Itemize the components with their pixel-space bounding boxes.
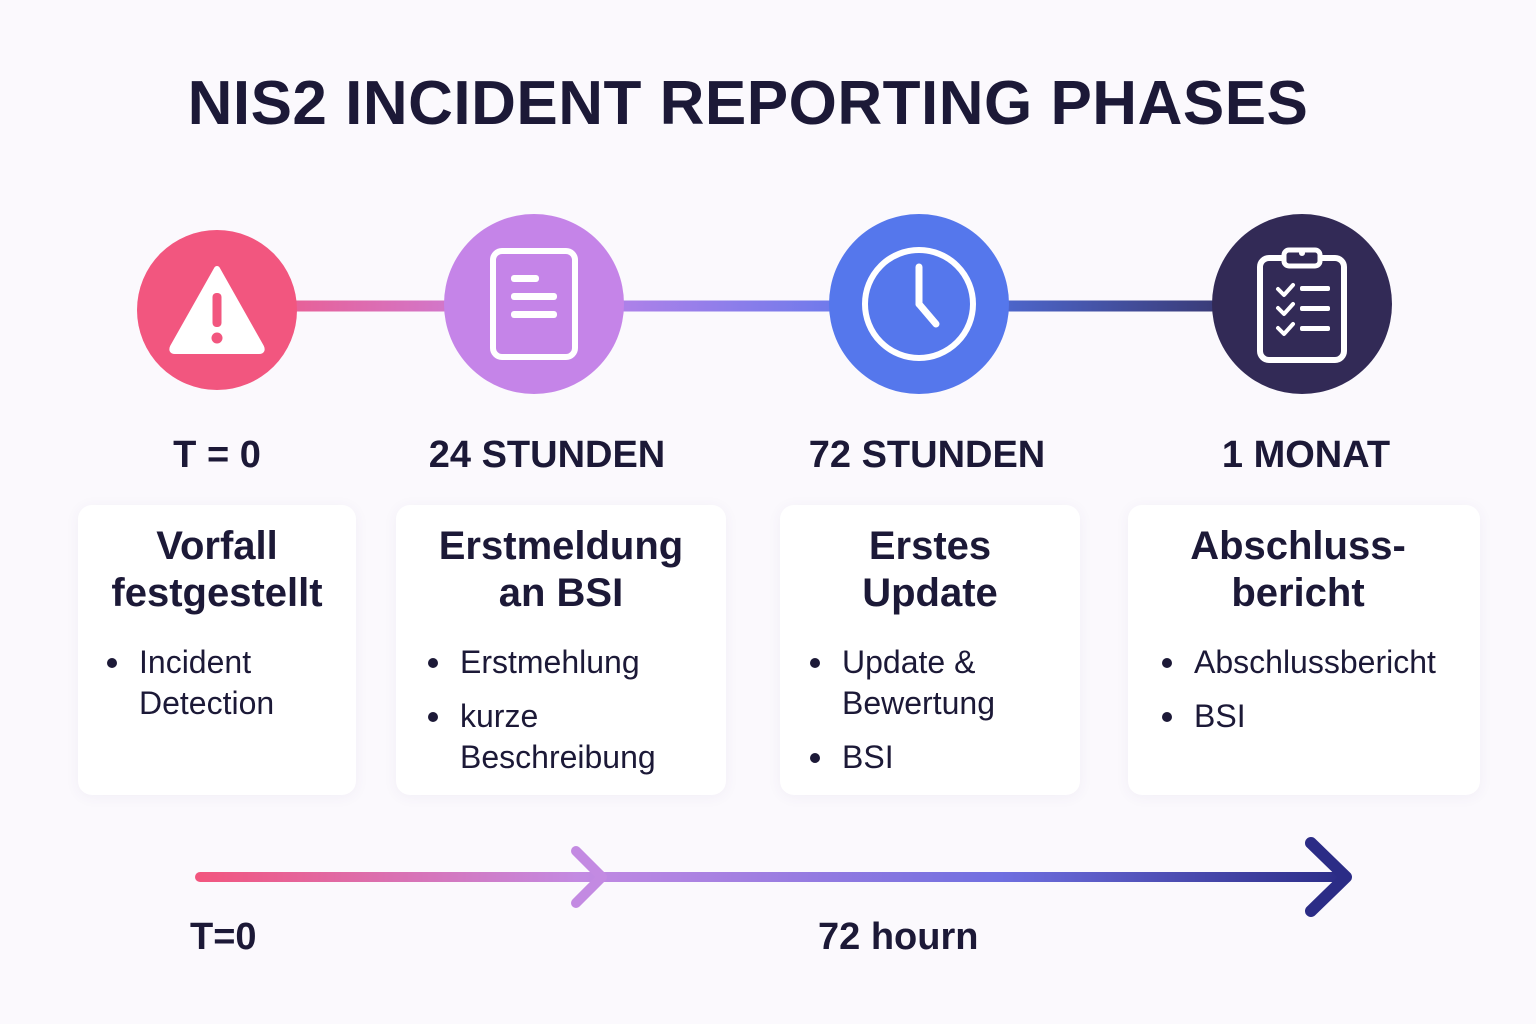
phase-1-icon-circle [137,230,297,390]
phase-3-title: Erstes Update [780,523,1080,617]
phase-3-icon-circle [829,214,1009,394]
phase-4-time-label: 1 MONAT [1221,434,1391,476]
phase-3-time-label: 72 STUNDEN [808,434,1046,476]
phase-2-title-line-1: Erstmeldung [438,524,684,568]
warning-triangle-icon [169,266,265,354]
timeline-axis-arrow [195,837,1352,917]
list-item: Incident Detection [107,642,347,724]
phase-2-title-line-2: an BSI [498,571,624,615]
phase-3-bullet-list: Update & Bewertung BSI [810,642,1070,791]
list-item: Update & Bewertung [810,642,1070,724]
phase-2-title: Erstmeldung an BSI [396,523,726,617]
axis-start-label: T=0 [190,916,257,958]
phase-2-card: Erstmeldung an BSI Erstmehlung kurze Bes… [396,505,726,795]
list-item: BSI [810,737,1070,778]
clipboard-checklist-icon [1257,247,1347,363]
phase-2-icon-circle [444,214,624,394]
phase-2-bullet-list: Erstmehlung kurze Beschreibung [428,642,718,791]
phase-1-card: Vorfall festgestellt Incident Detection [78,505,356,795]
phase-1-title: Vorfall festgestellt [78,523,356,617]
phase-1-title-line-2: festgestellt [111,571,323,615]
phase-4-title-line-2: bericht [1231,571,1365,615]
list-item: Abschlussbericht [1162,642,1478,683]
list-item: kurze Beschreibung [428,696,718,778]
phase-4-icon-circle [1212,214,1392,394]
axis-mid-label: 72 hourn [818,916,979,958]
page-title: NIS2 INCIDENT REPORTING PHASES [187,69,1309,138]
phase-4-card: Abschluss- bericht Abschlussbericht BSI [1128,505,1480,795]
list-item: Erstmehlung [428,642,718,683]
phase-4-title: Abschluss- bericht [1128,523,1468,617]
list-item: BSI [1162,696,1478,737]
phase-4-title-line-1: Abschluss- [1190,524,1406,568]
phase-4-bullet-list: Abschlussbericht BSI [1162,642,1478,750]
clock-icon [862,247,976,361]
phase-1-time-label: T = 0 [173,434,261,476]
phase-1-title-line-1: Vorfall [156,524,278,568]
phase-1-bullet-list: Incident Detection [107,642,347,737]
phase-3-title-line-1: Erstes [868,524,992,568]
phase-3-card: Erstes Update Update & Bewertung BSI [780,505,1080,795]
document-icon [490,248,578,360]
phase-3-title-line-2: Update [862,571,998,615]
phase-2-time-label: 24 STUNDEN [428,434,666,476]
